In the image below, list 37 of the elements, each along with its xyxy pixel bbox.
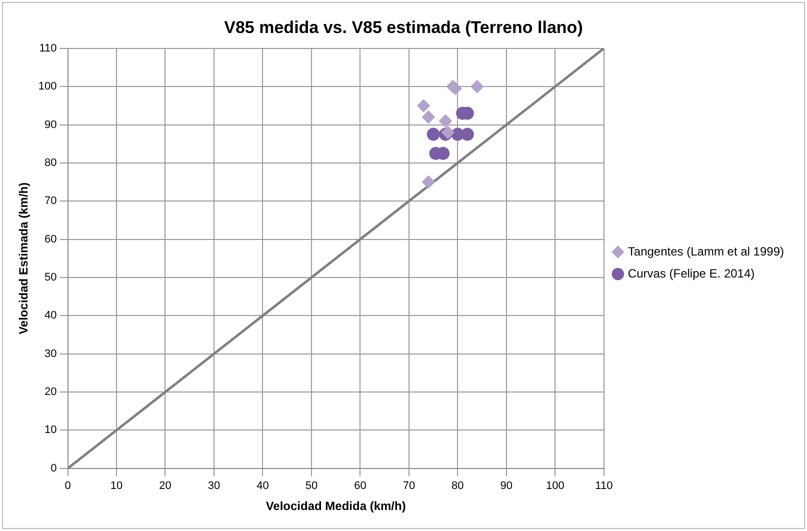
x-tick-label: 90: [500, 480, 513, 492]
point: [439, 114, 452, 128]
x-axis-title: Velocidad Medida (km/h): [266, 499, 406, 514]
y-tick-label: 110: [39, 42, 57, 54]
point: [426, 128, 440, 141]
point: [417, 99, 430, 112]
y-tick-label: 0: [50, 462, 57, 474]
x-tick-label: 0: [64, 480, 71, 492]
y-tick-label: 50: [44, 272, 57, 284]
x-tick-label: 10: [110, 480, 123, 492]
y-tick-label: 30: [44, 348, 57, 360]
x-tick-label: 30: [208, 480, 220, 492]
y-tick-label: 80: [44, 156, 57, 169]
y-tick-label: 60: [44, 233, 57, 246]
y-tick-label: 70: [44, 195, 57, 208]
y-tick-label: 90: [44, 118, 57, 131]
x-tick-label: 60: [354, 480, 366, 492]
y-tick-label: 100: [38, 80, 57, 93]
x-tick-label: 100: [546, 480, 564, 492]
point: [441, 126, 454, 139]
x-tick-label: 50: [305, 480, 318, 492]
point: [470, 80, 484, 94]
x-tick-label: 40: [256, 480, 269, 492]
x-tick-label: 70: [402, 480, 416, 492]
y-axis-title: Velocidad Estimada (km/h): [16, 182, 31, 334]
x-tick-label: 110: [595, 480, 613, 492]
x-tick-label: 20: [159, 480, 172, 492]
legend-label: Tangentes (Lamm et al 1999): [628, 244, 784, 258]
point: [422, 176, 435, 189]
y-tick-label: 10: [44, 424, 57, 436]
legend-label: Curvas (Felipe E. 2014): [628, 266, 755, 280]
y-tick-label: 20: [44, 386, 57, 398]
y-tick-label: 40: [44, 310, 57, 322]
x-tick-label: 80: [452, 480, 464, 492]
point: [422, 110, 435, 124]
point: [460, 128, 474, 141]
chart-title: V85 medida vs. V85 estimada (Terreno llano): [224, 18, 583, 37]
